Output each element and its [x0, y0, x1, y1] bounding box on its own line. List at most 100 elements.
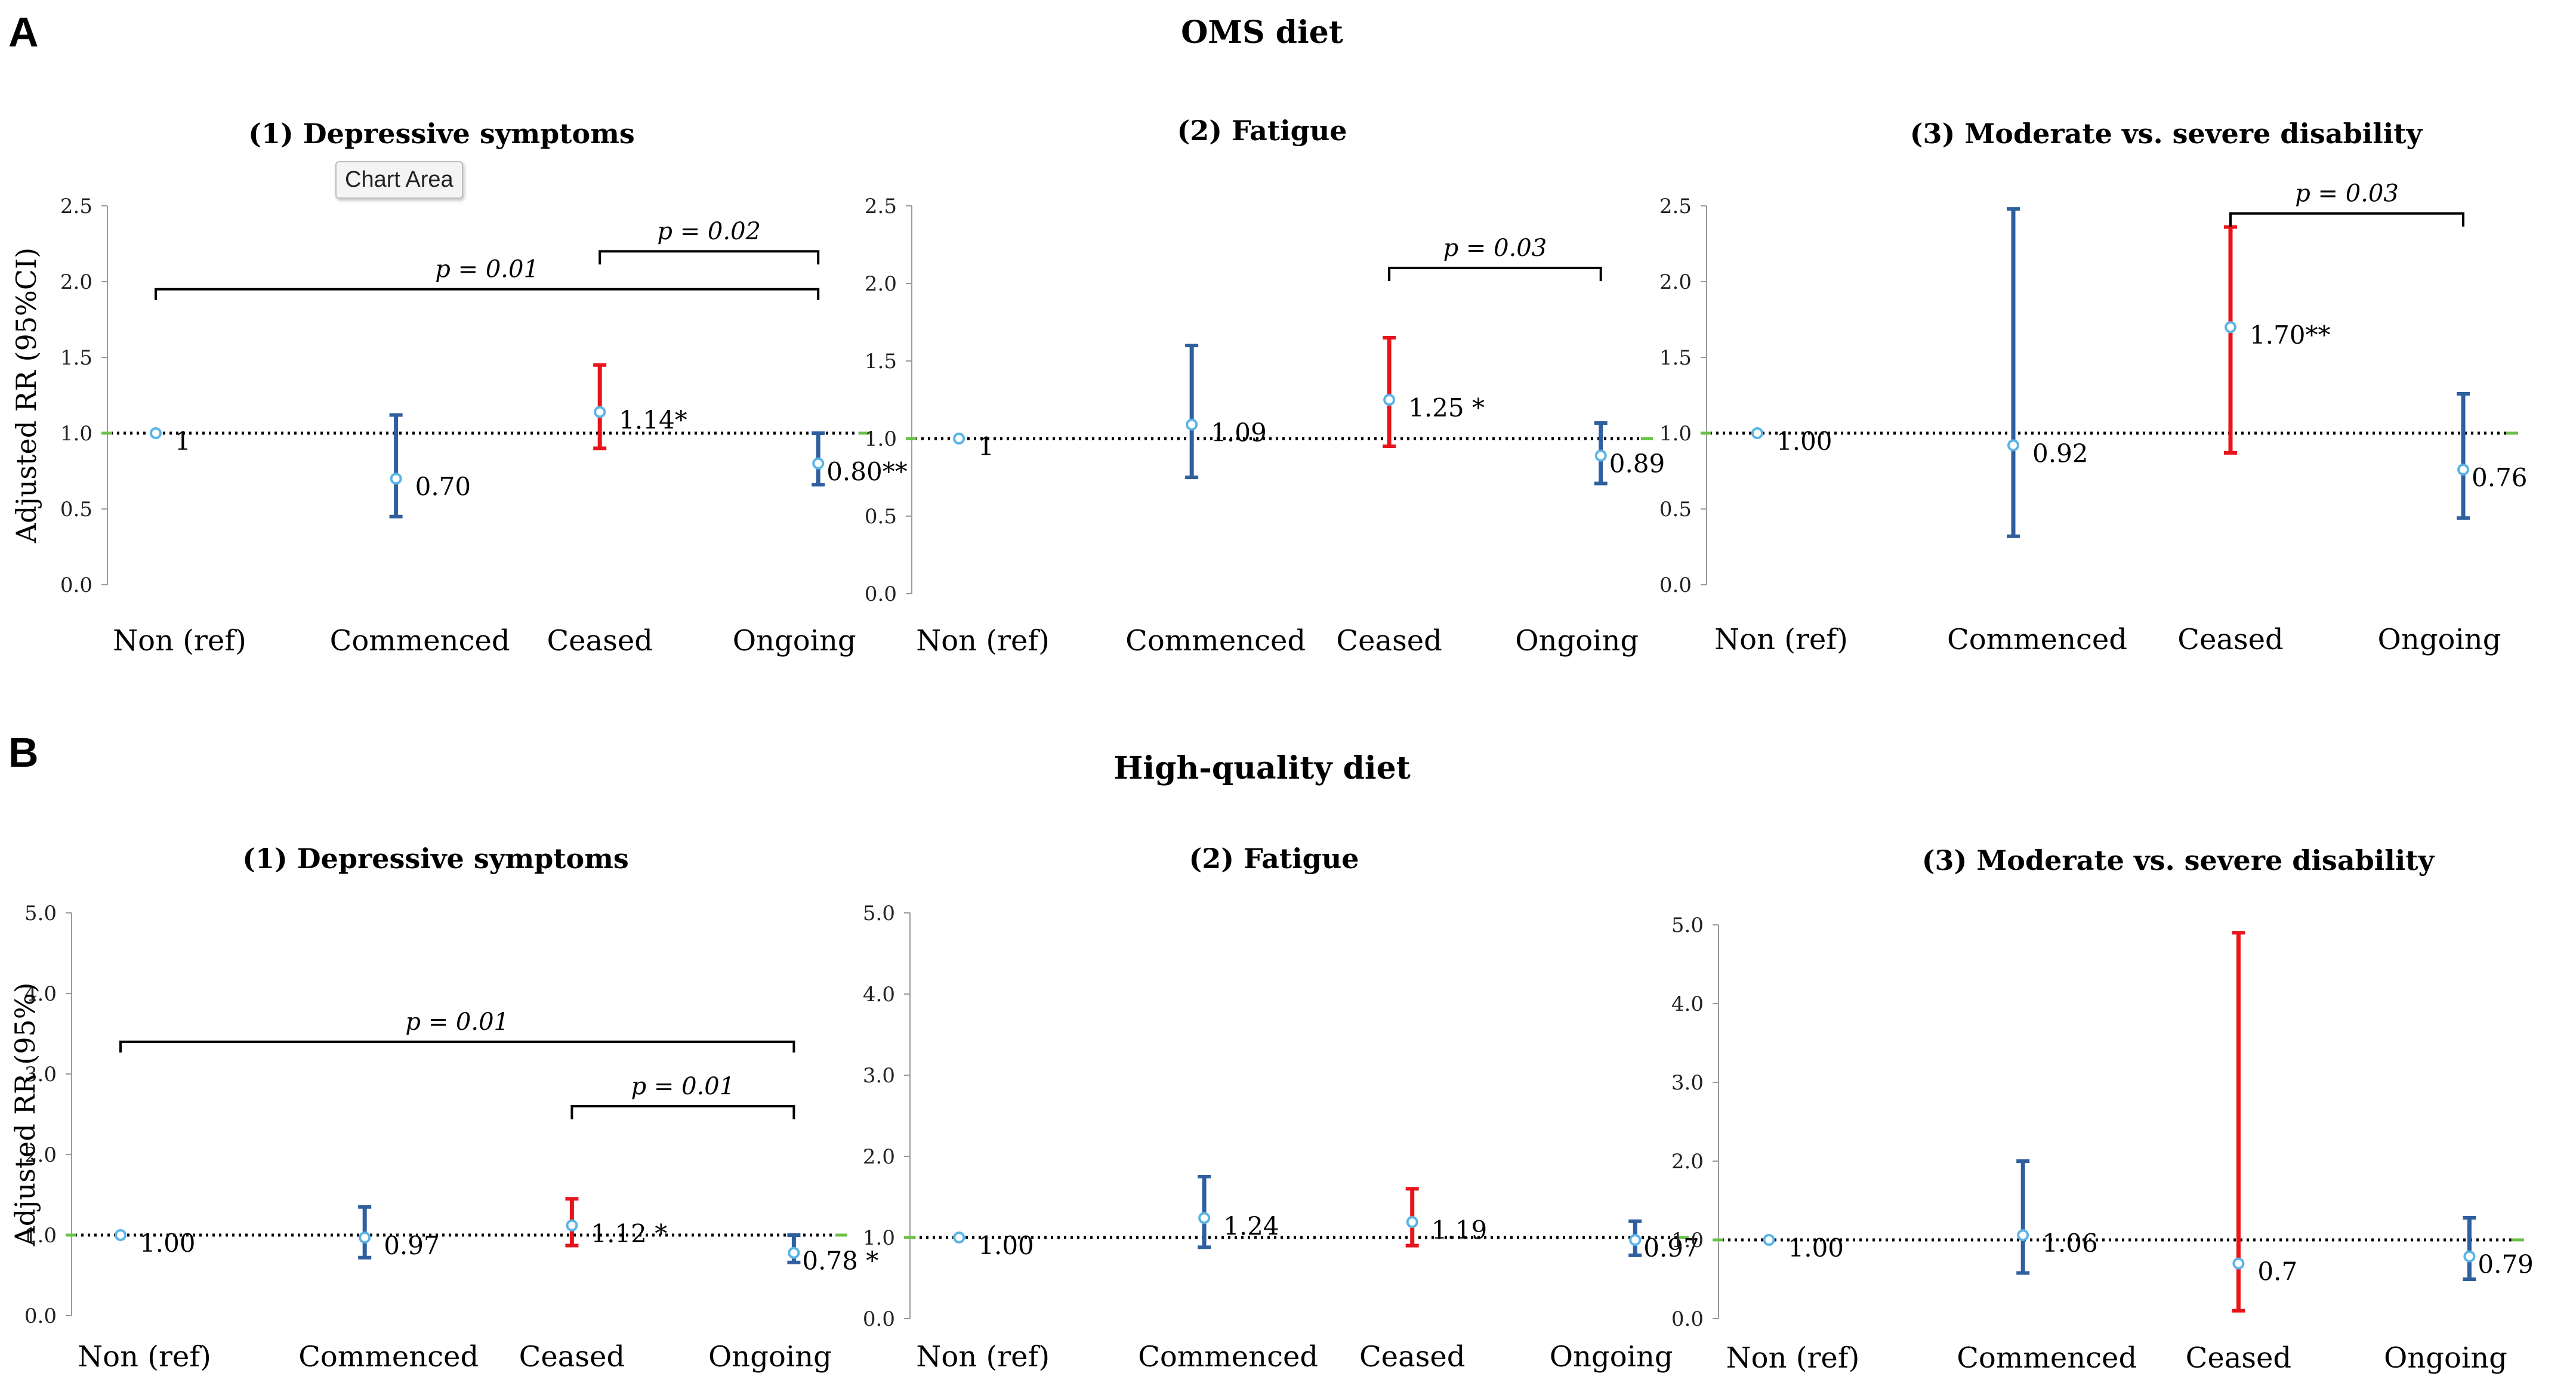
data-point: [953, 433, 965, 445]
y-tick-label: 4.0: [24, 982, 57, 1006]
y-tick-label: 2.5: [60, 195, 92, 218]
category-label: Ongoing: [708, 1340, 832, 1374]
value-label: 1.24: [1223, 1211, 1279, 1240]
y-tick-label: 2.5: [1659, 195, 1692, 218]
y-tick-label: 2.5: [865, 195, 897, 218]
p-value-label: p = 0.03: [1443, 234, 1547, 262]
chart-area-tooltip: Chart Area: [335, 161, 463, 199]
y-tick-label: 0.0: [865, 582, 897, 606]
y-tick-label: 1.0: [24, 1224, 57, 1248]
category-label: Commenced: [1125, 624, 1306, 658]
chart-title: (3) Moderate vs. severe disability: [1922, 844, 2435, 876]
data-point: [2457, 463, 2469, 476]
y-tick-label: 4.0: [1671, 992, 1704, 1016]
p-value-label: p = 0.01: [631, 1073, 735, 1100]
value-label: 0.89: [1609, 449, 1665, 479]
y-tick-label: 1.0: [60, 422, 92, 446]
y-tick-label: 1.0: [1659, 422, 1692, 446]
y-tick-label: 1.0: [865, 427, 897, 451]
value-label: 1: [978, 432, 994, 461]
y-tick-label: 5.0: [24, 902, 57, 925]
charts-group: (1) Depressive symptoms 0.0 0.5 1.0 1.5 2.0 2.…: [9, 115, 2534, 1375]
significance-bracket: [570, 1105, 795, 1119]
significance-bracket: [1388, 267, 1602, 281]
data-point: [1383, 394, 1396, 406]
y-tick-label: 0.0: [24, 1304, 57, 1328]
data-point: [359, 1232, 371, 1244]
category-label: Non (ref): [1714, 623, 1848, 656]
category-label: Ongoing: [2378, 623, 2501, 656]
value-label: 1.25 *: [1408, 393, 1485, 422]
significance-bracket: [599, 250, 820, 265]
value-label: 1.00: [140, 1229, 196, 1258]
data-point: [1406, 1216, 1418, 1229]
category-label: Ongoing: [1515, 624, 1639, 658]
category-label: Non (ref): [1726, 1341, 1860, 1375]
chart-title: (2) Fatigue: [1189, 842, 1359, 875]
y-tick-label: 3.0: [863, 1064, 895, 1088]
value-label: 0.7: [2257, 1257, 2297, 1286]
y-tick-label: 2.0: [865, 272, 897, 296]
data-point: [566, 1219, 578, 1232]
data-point: [1186, 418, 1198, 431]
y-tick-label: 2.0: [863, 1145, 895, 1169]
category-label: Ceased: [1359, 1340, 1466, 1374]
value-label: 1.14*: [619, 405, 687, 434]
chart-2: (2) Fatigue 0.0 0.5 1.0 1.5 2.0 2.5 Non (ref) Co…: [865, 115, 1665, 658]
y-tick-label: 0.5: [1659, 498, 1692, 521]
data-point: [1594, 449, 1607, 462]
category-label: Ceased: [2177, 623, 2284, 656]
section-title-high-quality: High-quality diet: [1113, 750, 1411, 786]
y-tick-label: 0.0: [1659, 573, 1692, 597]
y-tick-label: 5.0: [1671, 913, 1704, 937]
category-label: Ongoing: [2384, 1341, 2507, 1375]
value-label: 1.09: [1211, 418, 1267, 447]
category-label: Commenced: [330, 624, 510, 658]
significance-bracket: [119, 1041, 795, 1053]
value-label: 1.00: [1788, 1233, 1844, 1263]
data-point: [594, 406, 606, 418]
value-label: 1.70**: [2250, 320, 2331, 350]
significance-bracket: [2229, 212, 2464, 227]
y-tick-label: 1.0: [863, 1226, 895, 1250]
y-tick-label: 0.5: [865, 505, 897, 529]
y-tick-label: 3.0: [24, 1063, 57, 1087]
y-tick-label: 2.0: [24, 1143, 57, 1167]
y-tick-label: 0.0: [1671, 1307, 1704, 1331]
data-point: [1629, 1234, 1642, 1246]
chart-5: (2) Fatigue 0.0 1.0 2.0 3.0 4.0 5.0 Non (ref) Co…: [863, 842, 1699, 1374]
category-label: Ceased: [547, 624, 653, 658]
y-axis-label: Adjusted RR (95%): [9, 983, 41, 1247]
data-point: [953, 1232, 965, 1243]
data-point: [390, 473, 402, 485]
value-label: 1.00: [978, 1231, 1034, 1260]
y-tick-label: 1.5: [60, 346, 92, 370]
value-label: 1.00: [1776, 427, 1832, 456]
p-value-label: p = 0.01: [405, 1008, 509, 1036]
y-tick-label: 5.0: [863, 902, 895, 925]
p-value-label: p = 0.01: [435, 256, 539, 283]
chart-title: (3) Moderate vs. severe disability: [1910, 118, 2423, 150]
value-label: 0.97: [1643, 1233, 1699, 1263]
data-point: [812, 457, 825, 470]
category-label: Ongoing: [1550, 1340, 1673, 1374]
value-label: 0.70: [415, 472, 471, 501]
data-point: [788, 1246, 800, 1259]
y-tick-label: 3.0: [1671, 1071, 1704, 1095]
data-point: [1198, 1212, 1211, 1224]
data-point: [1763, 1234, 1775, 1246]
data-point: [2463, 1250, 2476, 1263]
panel-letter-b: B: [8, 729, 39, 776]
y-tick-label: 0.0: [60, 573, 92, 597]
data-point: [115, 1229, 127, 1241]
chart-title: (1) Depressive symptoms: [248, 118, 635, 150]
y-tick-label: 0.0: [863, 1307, 895, 1331]
panel-letter-a: A: [8, 9, 39, 55]
chart-title: (1) Depressive symptoms: [242, 842, 629, 875]
category-label: Ongoing: [733, 624, 856, 658]
y-axis-label: Adjusted RR (95%CI): [10, 248, 42, 544]
category-label: Commenced: [298, 1340, 479, 1374]
category-label: Commenced: [1957, 1341, 2137, 1375]
chart-4: (1) Depressive symptoms 0.0 1.0 2.0 3.0 4.0 5.…: [9, 842, 878, 1374]
value-label: 0.97: [384, 1231, 440, 1260]
